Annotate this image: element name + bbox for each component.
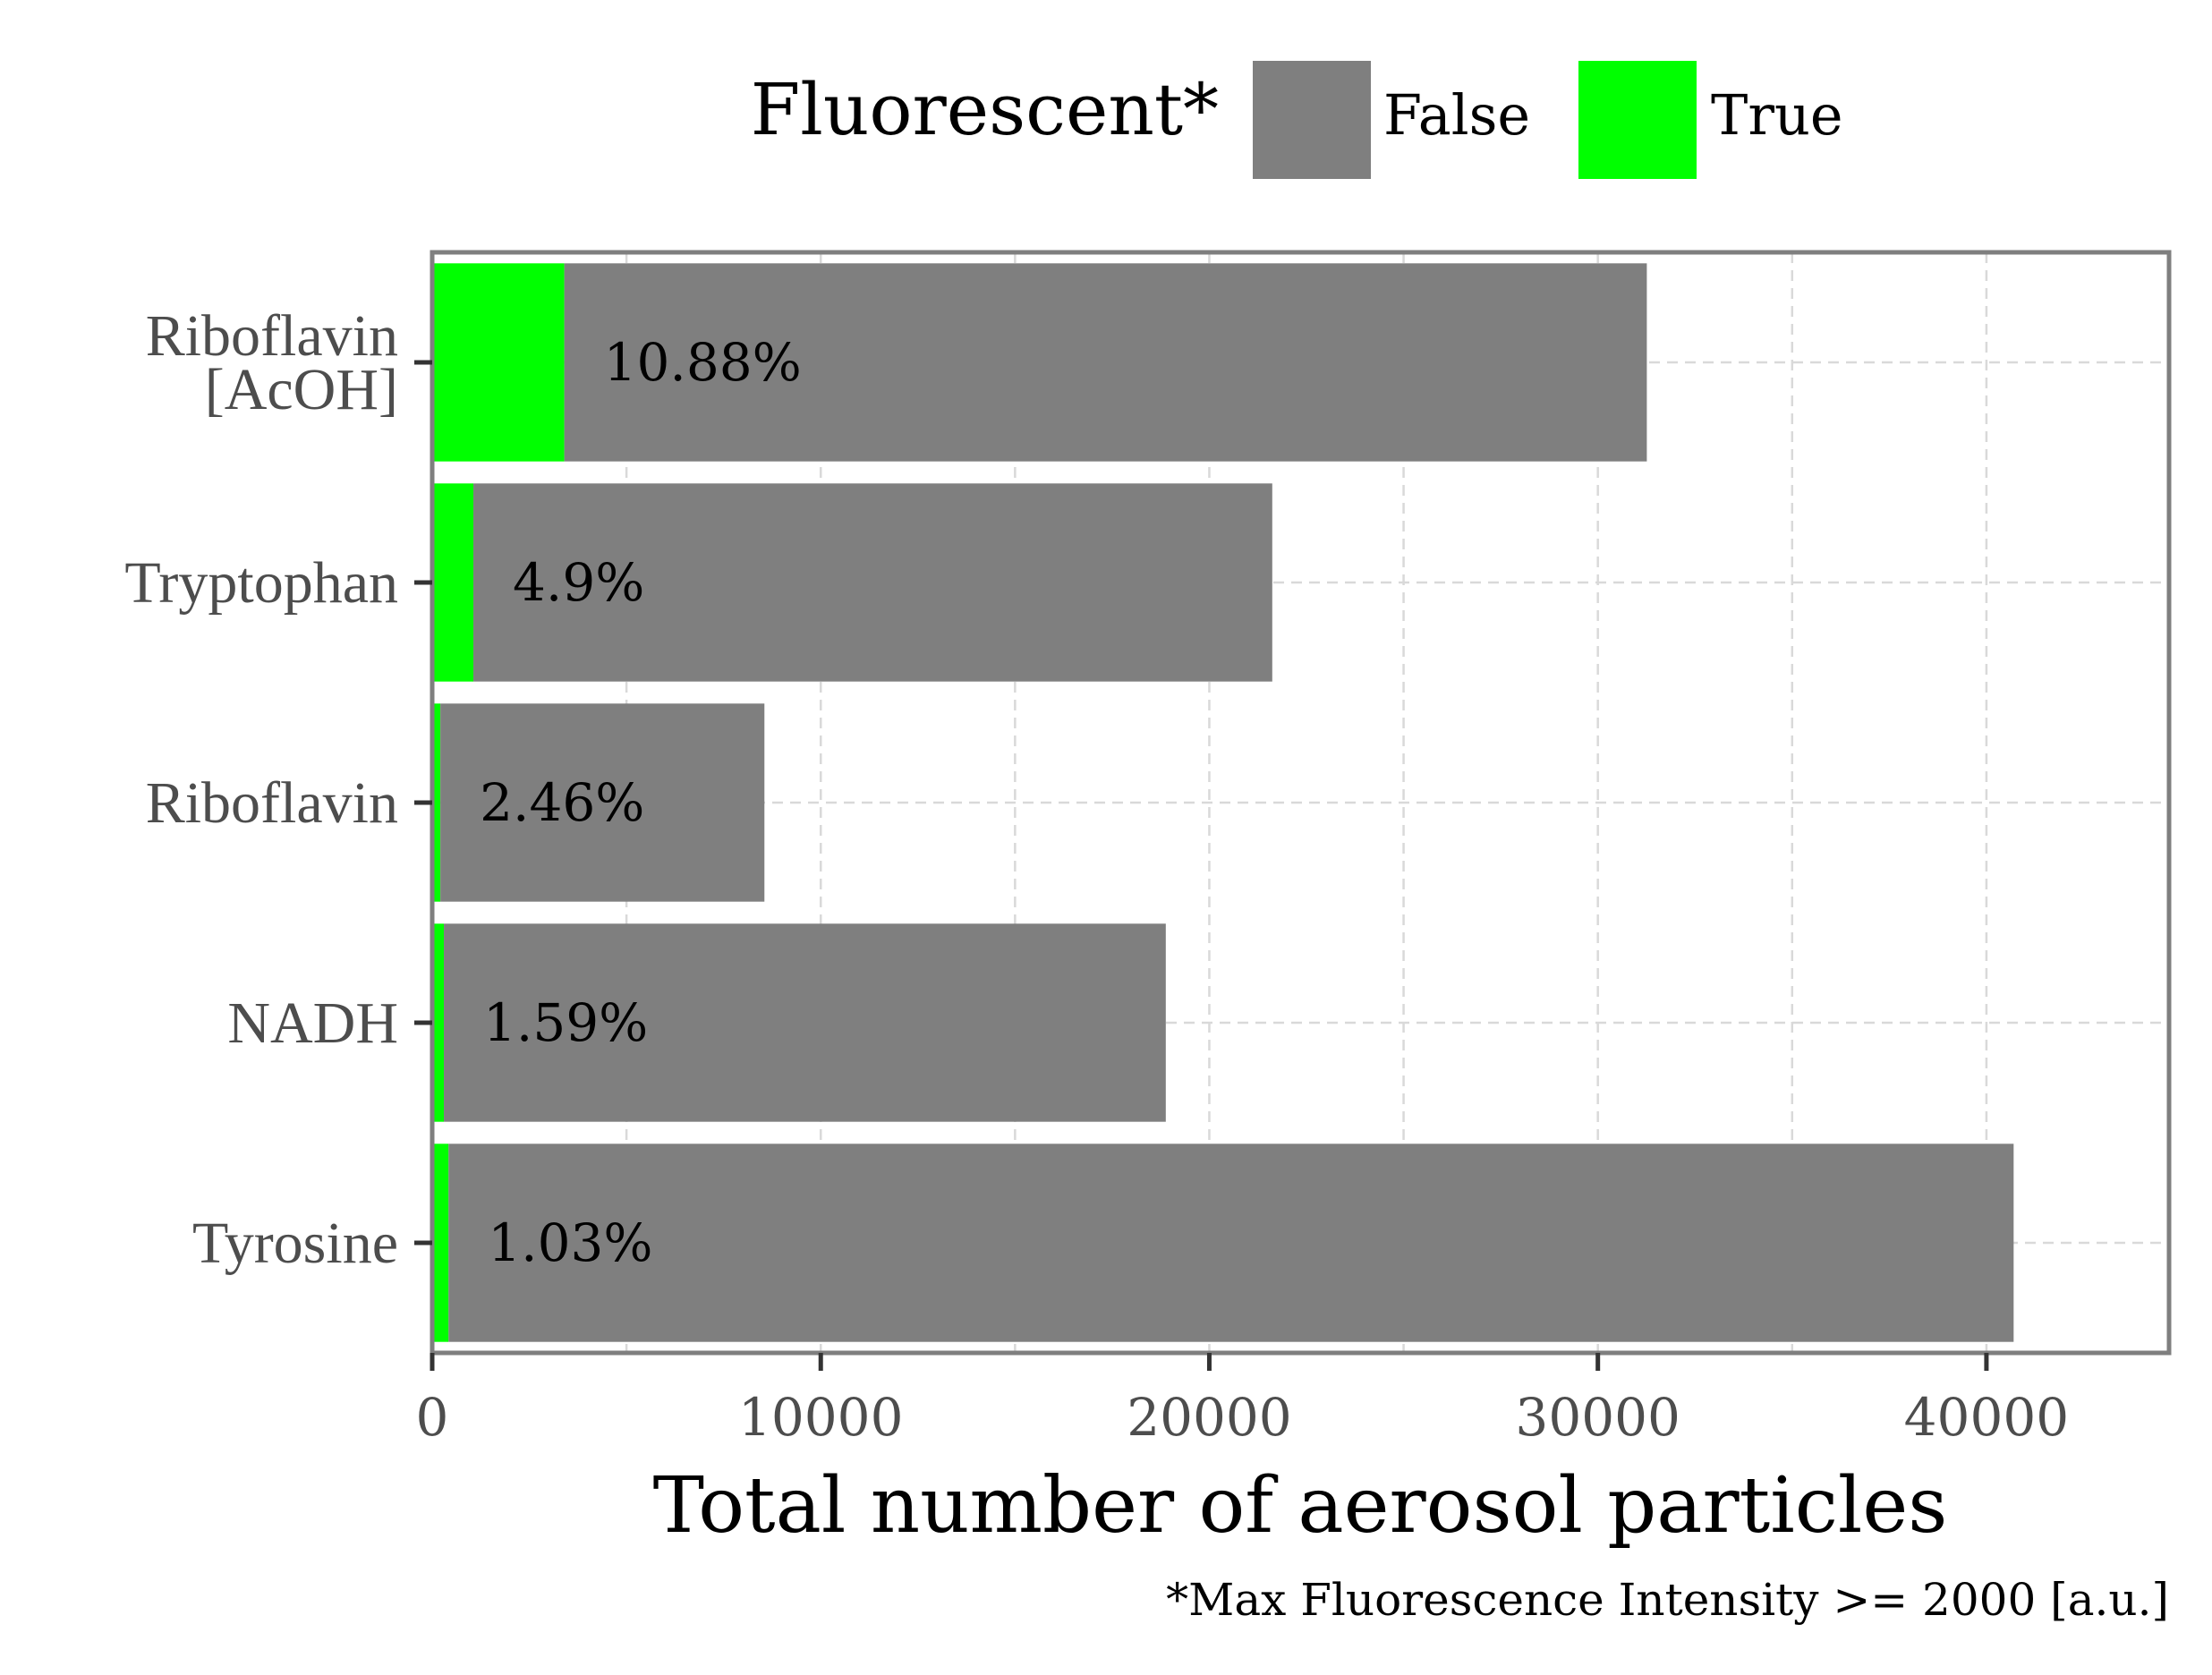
bar-false <box>440 703 765 902</box>
bar-false <box>444 923 1166 1122</box>
bar-true <box>432 1144 449 1342</box>
x-tick-label: 20000 <box>1127 1387 1292 1448</box>
bar-data-label: 4.9% <box>513 552 644 613</box>
caption: *Max Fluorescence Intensity >= 2000 [a.u… <box>1166 1574 2169 1626</box>
bar-true <box>432 703 441 902</box>
x-axis: 0 10000 20000 30000 40000 <box>416 1353 2070 1448</box>
x-tick-label: 0 <box>416 1387 449 1448</box>
legend-label-false: False <box>1383 82 1530 148</box>
bars <box>432 263 2014 1342</box>
bar-data-label: 1.03% <box>488 1212 652 1273</box>
x-tick-label: 30000 <box>1515 1387 1680 1448</box>
bar-data-label: 1.59% <box>483 992 648 1053</box>
x-axis-title: Total number of aerosol particles <box>653 1461 1948 1551</box>
x-tick-label: 40000 <box>1904 1387 2070 1448</box>
legend-swatch-false <box>1253 61 1371 179</box>
bar-labels: 1.03% 1.59% 2.46% 4.9% 10.88% <box>480 332 802 1273</box>
y-tick-label: Tyrosine <box>192 1211 398 1276</box>
plot-area: 1.03% 1.59% 2.46% 4.9% 10.88% Tyrosine NADH Ri… <box>124 250 2172 1448</box>
bar-false <box>448 1144 2014 1342</box>
y-tick-label: NADH <box>227 991 398 1056</box>
bar-data-label: 2.46% <box>480 772 644 833</box>
legend-title: Fluorescent* <box>751 68 1219 151</box>
legend: Fluorescent* False True <box>751 61 1843 179</box>
y-tick-label: Tryptophan <box>124 550 398 616</box>
bar-true <box>432 923 445 1122</box>
bar-data-label: 10.88% <box>604 332 802 393</box>
x-tick-label: 10000 <box>738 1387 904 1448</box>
bar-false <box>564 263 1647 462</box>
y-axis: Tyrosine NADH Riboflavin Tryptophan Riboflav… <box>124 303 432 1276</box>
bar-false <box>473 483 1272 682</box>
bar-true <box>432 263 565 462</box>
y-tick-label: Riboflavin <box>146 770 398 836</box>
legend-swatch-true <box>1578 61 1697 179</box>
legend-label-true: True <box>1711 82 1843 148</box>
y-tick-label: Riboflavin [AcOH] <box>146 303 398 422</box>
bar-true <box>432 483 474 682</box>
